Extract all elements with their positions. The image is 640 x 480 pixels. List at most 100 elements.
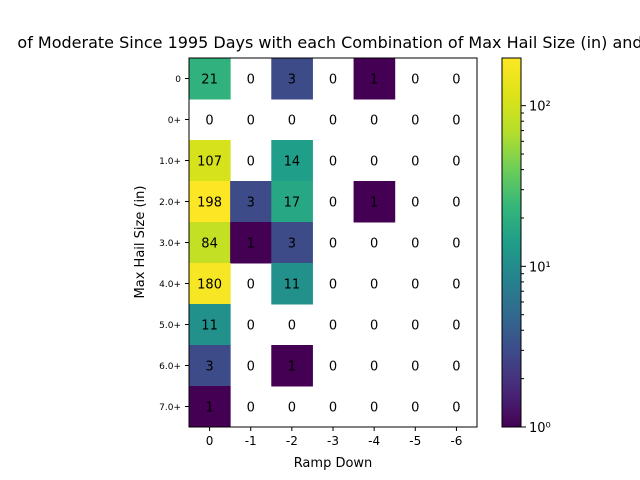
cell-value-label: 0 <box>452 155 460 170</box>
cell-value-label: 0 <box>411 360 419 375</box>
cell-value-label: 0 <box>247 278 255 293</box>
cell-value-label: 1 <box>288 360 296 375</box>
cell-value-label: 107 <box>197 155 222 170</box>
cell-value-label: 0 <box>329 360 337 375</box>
y-tick-label: 7.0+ <box>159 403 181 413</box>
heatmap-cell <box>189 58 231 100</box>
heatmap-cell <box>189 222 231 264</box>
cell-value-label: 11 <box>201 319 218 334</box>
heatmap-cells <box>189 58 396 428</box>
cell-value-label: 17 <box>284 196 301 211</box>
cell-value-label: 0 <box>452 401 460 416</box>
cell-value-label: 180 <box>197 278 222 293</box>
x-tick-label: -1 <box>245 434 257 448</box>
heatmap-cell <box>189 386 231 428</box>
cell-value-label: 0 <box>205 114 213 129</box>
cell-value-label: 3 <box>205 360 213 375</box>
heatmap-cell <box>230 222 272 264</box>
x-axis-label: Ramp Down <box>294 456 373 471</box>
heatmap-cell <box>353 58 396 100</box>
colorbar-ticks: 10⁰ 10¹ 10² <box>521 100 551 436</box>
cell-value-label: 0 <box>247 73 255 88</box>
colorbar-tick-label: 10⁰ <box>529 421 551 436</box>
y-axis-ticks: 0 0+ 1.0+ 2.0+ 3.0+ 4.0+ 5.0+ 6.0+ 7.0+ <box>159 75 189 413</box>
cell-value-label: 0 <box>452 360 460 375</box>
heatmap-cell <box>230 181 272 223</box>
cell-value-label: 84 <box>201 237 218 252</box>
cell-value-label: 0 <box>288 319 296 334</box>
y-tick-label: 0+ <box>168 116 181 126</box>
cell-value-label: 1 <box>205 401 213 416</box>
heatmap-cell <box>271 58 313 100</box>
cell-value-label: 0 <box>370 278 378 293</box>
cell-value-label: 0 <box>452 319 460 334</box>
x-tick-label: -3 <box>327 434 339 448</box>
cell-value-label: 0 <box>288 114 296 129</box>
cell-value-label: 0 <box>370 114 378 129</box>
cell-value-label: 3 <box>288 237 296 252</box>
cell-value-label: 0 <box>370 237 378 252</box>
heatmap-cell <box>271 140 313 182</box>
cell-value-label: 198 <box>197 196 222 211</box>
cell-value-label: 0 <box>452 73 460 88</box>
y-tick-label: 5.0+ <box>159 321 181 331</box>
y-axis-label: Max Hail Size (in) <box>133 186 148 299</box>
heatmap-cell <box>353 181 396 223</box>
heatmap-cell <box>271 222 313 264</box>
y-tick-label: 0 <box>175 75 181 85</box>
cell-value-label: 0 <box>288 401 296 416</box>
cell-value-label: 0 <box>411 73 419 88</box>
heatmap-cell <box>189 345 231 387</box>
cell-value-label: 0 <box>452 278 460 293</box>
cell-value-label: 0 <box>411 114 419 129</box>
cell-value-label: 0 <box>411 401 419 416</box>
colorbar-tick-label: 10¹ <box>529 260 551 275</box>
cell-value-label: 0 <box>247 360 255 375</box>
cell-value-label: 0 <box>452 237 460 252</box>
cell-value-label: 1 <box>370 196 378 211</box>
heatmap-cell <box>189 304 231 346</box>
cell-value-label: 0 <box>247 114 255 129</box>
cell-value-label: 0 <box>370 155 378 170</box>
cell-value-label: 0 <box>247 401 255 416</box>
cell-value-label: 0 <box>411 155 419 170</box>
cell-value-label: 1 <box>247 237 255 252</box>
cell-value-label: 3 <box>247 196 255 211</box>
y-tick-label: 6.0+ <box>159 362 181 372</box>
heatmap-cell <box>271 181 313 223</box>
heatmap-cell <box>271 345 313 387</box>
cell-value-label: 1 <box>370 73 378 88</box>
cell-value-label: 14 <box>284 155 301 170</box>
cell-value-label: 0 <box>329 278 337 293</box>
cell-value-label: 11 <box>284 278 301 293</box>
x-tick-label: -2 <box>286 434 298 448</box>
chart-title: of Moderate Since 1995 Days with each Co… <box>17 33 640 52</box>
x-axis-ticks: 0 -1 -2 -3 -4 -5 -6 <box>206 427 462 448</box>
cell-value-label: 0 <box>329 319 337 334</box>
cell-value-label: 0 <box>411 196 419 211</box>
cell-value-label: 0 <box>329 237 337 252</box>
cell-value-label: 0 <box>411 278 419 293</box>
x-tick-label: 0 <box>206 434 214 448</box>
cell-value-label: 0 <box>370 401 378 416</box>
cell-value-label: 21 <box>201 73 218 88</box>
heatmap-cell <box>271 263 313 305</box>
cell-value-label: 0 <box>329 401 337 416</box>
heatmap-cell <box>189 181 231 223</box>
colorbar-tick-label: 10² <box>529 100 551 115</box>
heatmap-cell-labels: 21 0 3 0 1 0 0 0 0 0 0 0 0 0 107 0 14 0 0 0 0 198 3 17 0 1 0 0 84 1 3 0… <box>197 73 460 416</box>
x-tick-label: -4 <box>368 434 380 448</box>
x-tick-label: -6 <box>450 434 462 448</box>
y-tick-label: 1.0+ <box>159 157 181 167</box>
cell-value-label: 0 <box>411 319 419 334</box>
cell-value-label: 0 <box>247 319 255 334</box>
cell-value-label: 0 <box>329 114 337 129</box>
colorbar <box>501 57 522 428</box>
cell-value-label: 3 <box>288 73 296 88</box>
heatmap-cell <box>189 140 231 182</box>
cell-value-label: 0 <box>329 73 337 88</box>
cell-value-label: 0 <box>452 114 460 129</box>
heatmap-cell <box>189 263 231 305</box>
x-tick-label: -5 <box>409 434 421 448</box>
